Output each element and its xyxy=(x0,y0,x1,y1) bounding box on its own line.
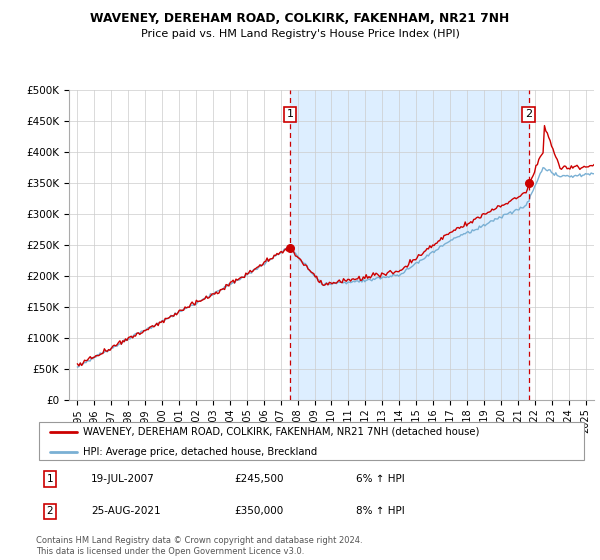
Text: Contains HM Land Registry data © Crown copyright and database right 2024.
This d: Contains HM Land Registry data © Crown c… xyxy=(36,536,362,556)
Text: 6% ↑ HPI: 6% ↑ HPI xyxy=(356,474,405,484)
Text: 25-AUG-2021: 25-AUG-2021 xyxy=(91,506,161,516)
Text: 19-JUL-2007: 19-JUL-2007 xyxy=(91,474,155,484)
Bar xyxy=(290,90,529,400)
Text: 2: 2 xyxy=(46,506,53,516)
Text: £245,500: £245,500 xyxy=(235,474,284,484)
Text: WAVENEY, DEREHAM ROAD, COLKIRK, FAKENHAM, NR21 7NH (detached house): WAVENEY, DEREHAM ROAD, COLKIRK, FAKENHAM… xyxy=(83,427,479,437)
Text: 8% ↑ HPI: 8% ↑ HPI xyxy=(356,506,405,516)
Text: £350,000: £350,000 xyxy=(235,506,284,516)
FancyBboxPatch shape xyxy=(39,422,584,460)
Text: Price paid vs. HM Land Registry's House Price Index (HPI): Price paid vs. HM Land Registry's House … xyxy=(140,29,460,39)
Text: HPI: Average price, detached house, Breckland: HPI: Average price, detached house, Brec… xyxy=(83,447,317,457)
Text: WAVENEY, DEREHAM ROAD, COLKIRK, FAKENHAM, NR21 7NH: WAVENEY, DEREHAM ROAD, COLKIRK, FAKENHAM… xyxy=(91,12,509,25)
Text: 1: 1 xyxy=(46,474,53,484)
Text: 1: 1 xyxy=(286,109,293,119)
Text: 2: 2 xyxy=(525,109,532,119)
